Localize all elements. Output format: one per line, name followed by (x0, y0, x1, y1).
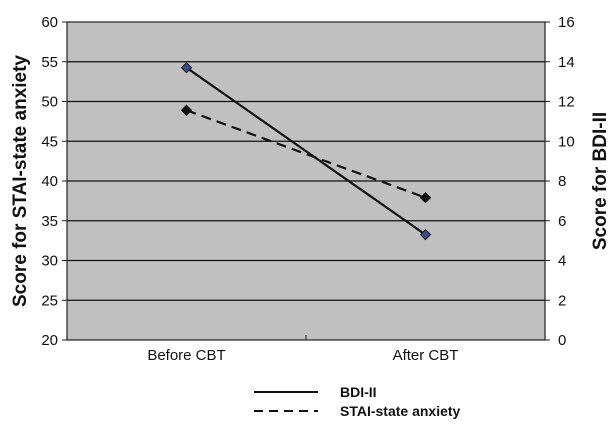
legend: BDI-II STAI-state anxiety (254, 384, 461, 419)
left-tick-label: 35 (41, 213, 58, 230)
right-tick-label: 14 (558, 54, 575, 71)
left-tick-label: 50 (41, 94, 58, 111)
right-tick-label: 16 (558, 14, 575, 31)
right-tick-label: 2 (558, 292, 566, 309)
series-line-0 (185, 66, 427, 236)
left-tick-label: 60 (41, 14, 58, 31)
left-tick-label: 55 (41, 54, 58, 71)
right-axis-title: Score for BDI-II (590, 112, 610, 250)
left-tick-label: 25 (41, 292, 58, 309)
legend-label-bdi: BDI-II (340, 384, 377, 400)
series-line-1 (186, 109, 426, 199)
right-tick-label: 6 (558, 213, 566, 230)
left-axis-ticks: 20 25 30 35 40 45 50 55 60 (41, 14, 67, 349)
left-tick-label: 45 (41, 133, 58, 150)
right-tick-label: 0 (558, 332, 566, 349)
right-tick-label: 12 (558, 94, 575, 111)
legend-label-stai: STAI-state anxiety (340, 403, 461, 419)
series-lines (185, 66, 427, 236)
data-point (419, 228, 432, 241)
x-axis-ticks: Before CBT After CBT (147, 335, 458, 364)
left-tick-label: 20 (41, 332, 58, 349)
data-point (180, 104, 193, 116)
right-tick-label: 8 (558, 173, 566, 190)
left-axis-title: Score for STAI-state anxiety (10, 55, 31, 307)
plot-border (66, 21, 546, 341)
left-tick-label: 30 (41, 253, 58, 270)
x-tick-label: Before CBT (147, 347, 225, 364)
right-axis-ticks: 0 2 4 6 8 10 12 14 16 (545, 14, 575, 349)
gridlines (67, 61, 545, 301)
data-point (180, 62, 193, 74)
right-tick-label: 10 (558, 133, 575, 150)
right-tick-label: 4 (558, 253, 566, 270)
left-tick-label: 40 (41, 173, 58, 190)
data-point (419, 191, 432, 204)
x-tick-label: After CBT (393, 347, 459, 364)
series-markers (180, 62, 432, 241)
